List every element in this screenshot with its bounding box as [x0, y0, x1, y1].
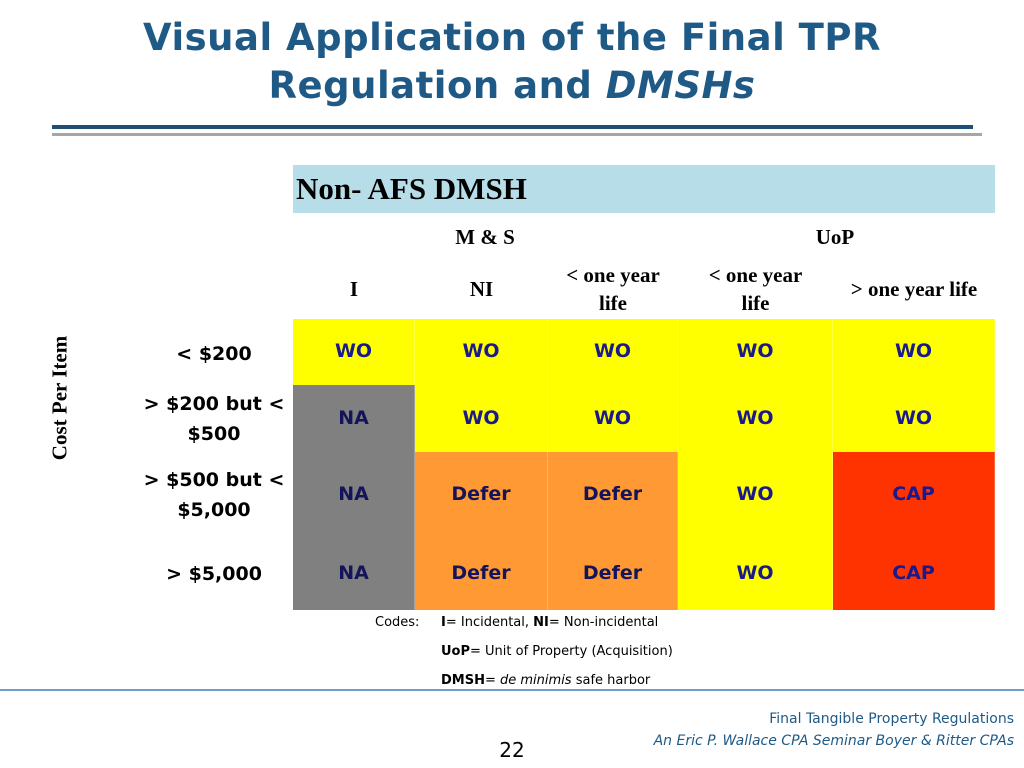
col-header-uop-lt-line1: < one year	[708, 263, 803, 287]
matrix-cell: NA	[293, 535, 415, 610]
matrix-cell: WO	[833, 385, 995, 452]
matrix-cell: WO	[833, 319, 995, 385]
matrix-cell: WO	[415, 385, 548, 452]
slide-title-italic: DMSHs	[605, 64, 756, 107]
legend-i-def: = Incidental,	[445, 615, 534, 630]
y-axis-label-text: Cost Per Item	[47, 335, 72, 461]
title-divider	[52, 125, 973, 129]
page-number: 22	[499, 738, 525, 762]
matrix-cell: Defer	[548, 535, 678, 610]
col-header-ms-lt-line1: < one year	[566, 263, 660, 287]
matrix-cell: WO	[678, 452, 833, 535]
row-label-line: > $500 but <	[143, 469, 285, 491]
matrix-cell-value: CAP	[892, 562, 935, 584]
legend-line-2: UoP= Unit of Property (Acquisition)	[441, 644, 673, 660]
table-header: Non- AFS DMSH	[293, 165, 995, 213]
row-label-200-500: > $200 but < $500	[130, 389, 298, 449]
matrix-cell-value: NA	[338, 407, 369, 429]
matrix-cell-value: WO	[736, 483, 774, 505]
legend-dmsh-rest: safe harbor	[571, 673, 651, 688]
matrix-cell: WO	[678, 385, 833, 452]
slide-title-prefix: Regulation and	[268, 64, 606, 107]
legend-uop-def: = Unit of Property (Acquisition)	[470, 644, 673, 659]
matrix-cell: Defer	[415, 535, 548, 610]
legend-line-3: DMSH= de minimis safe harbor	[441, 673, 650, 689]
matrix-cell-value: WO	[736, 562, 774, 584]
matrix-cell-value: NA	[338, 483, 369, 505]
legend-i-abbr: I	[441, 615, 446, 630]
legend-dmsh-italic: de minimis	[500, 673, 572, 688]
matrix-cell-value: Defer	[451, 562, 511, 584]
matrix-cell-value: WO	[736, 407, 774, 429]
legend-uop-abbr: UoP	[441, 644, 471, 659]
row-label-line: $5,000	[177, 499, 251, 521]
matrix-cell: WO	[293, 319, 415, 385]
y-axis-label: Cost Per Item	[30, 318, 90, 478]
footer-divider	[0, 689, 1024, 691]
matrix-cell-value: NA	[338, 562, 369, 584]
title-divider-shadow	[52, 133, 982, 136]
matrix-cell-value: Defer	[451, 483, 511, 505]
legend-dmsh-eq: =	[484, 673, 501, 688]
col-header-ms-lt-line2: life	[599, 291, 627, 315]
legend-line-1: I= Incidental, NI= Non-incidental	[441, 615, 658, 631]
matrix-cell: WO	[678, 535, 833, 610]
matrix-cell-value: Defer	[582, 562, 643, 584]
matrix-cell: WO	[678, 319, 833, 385]
matrix-cell-value: WO	[894, 340, 933, 362]
row-label-500-5000: > $500 but < $5,000	[130, 465, 298, 525]
matrix-cell: WO	[415, 319, 548, 385]
matrix-cell-value: WO	[462, 340, 500, 362]
matrix-cell: NA	[293, 385, 415, 452]
col-header-ni: NI	[469, 277, 494, 301]
matrix-cell: Defer	[548, 452, 678, 535]
group-header-uop: UoP	[815, 225, 855, 249]
legend-dmsh-abbr: DMSH	[441, 673, 485, 688]
matrix-cell-value: WO	[593, 407, 632, 429]
matrix-cell-value: WO	[894, 407, 933, 429]
group-header-ms: M & S	[455, 225, 515, 249]
row-label-line: < $200	[176, 343, 252, 365]
matrix-cell-value: WO	[462, 407, 500, 429]
matrix-cell: NA	[293, 452, 415, 535]
matrix-cell-value: WO	[593, 340, 632, 362]
slide-title-line1: Visual Application of the Final TPR	[142, 16, 882, 59]
slide-title-line2: Regulation and DMSHs	[0, 62, 1024, 110]
col-header-uop-lt-one-year: < one year life	[678, 261, 833, 317]
col-header-i: I	[349, 277, 359, 301]
matrix-cell-value: WO	[334, 340, 373, 362]
matrix-cell: CAP	[833, 535, 995, 610]
matrix-cell: CAP	[833, 452, 995, 535]
col-header-uop-gt-one-year: > one year life	[850, 277, 978, 301]
matrix-cell-value: WO	[736, 340, 774, 362]
row-label-gt-5000: > $5,000	[130, 559, 298, 589]
matrix-cell-value: CAP	[892, 483, 935, 505]
row-label-line: $500	[187, 423, 241, 445]
row-label-line: > $200 but <	[143, 393, 285, 415]
matrix-cell: Defer	[415, 452, 548, 535]
matrix-cell: WO	[548, 319, 678, 385]
footer-subtitle: An Eric P. Wallace CPA Seminar Boyer & R…	[653, 733, 1014, 749]
row-label-lt-200: < $200	[130, 339, 298, 369]
slide-title: Visual Application of the Final TPR Regu…	[0, 14, 1024, 110]
matrix-cell-value: Defer	[582, 483, 643, 505]
col-header-ms-lt-one-year: < one year life	[548, 261, 678, 317]
legend-codes-label: Codes:	[375, 615, 420, 630]
legend-ni-def: = Non-incidental	[548, 615, 659, 630]
row-label-line: > $5,000	[166, 563, 262, 585]
matrix-cell: WO	[548, 385, 678, 452]
legend-ni-abbr: NI	[533, 615, 549, 630]
footer-title: Final Tangible Property Regulations	[769, 711, 1014, 727]
col-header-uop-lt-line2: life	[741, 291, 770, 315]
